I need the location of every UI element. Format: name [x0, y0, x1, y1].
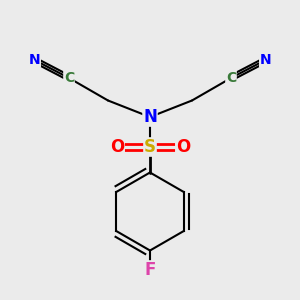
- Text: O: O: [110, 138, 124, 156]
- Text: O: O: [176, 138, 190, 156]
- Text: S: S: [144, 138, 156, 156]
- Text: N: N: [143, 108, 157, 126]
- Text: N: N: [260, 53, 271, 67]
- Text: C: C: [226, 71, 236, 85]
- Text: N: N: [29, 53, 40, 67]
- Text: C: C: [64, 71, 74, 85]
- Text: F: F: [144, 261, 156, 279]
